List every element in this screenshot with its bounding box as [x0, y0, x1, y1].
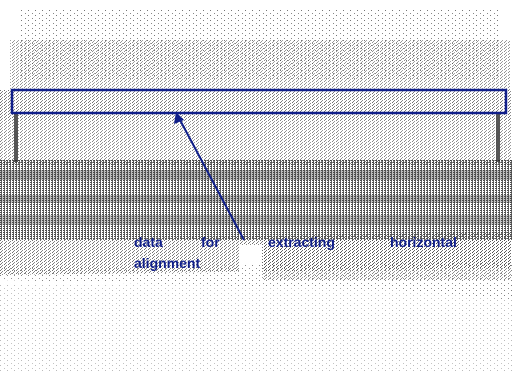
annotation-word: horizontal [390, 234, 457, 250]
annotation-arrow [174, 112, 245, 241]
highlight-rectangle [10, 88, 508, 115]
facade-points [0, 0, 512, 165]
ground-points [0, 285, 512, 372]
annotation-word: extracting [268, 234, 335, 250]
deck-points [0, 160, 512, 300]
annotation-word: data [134, 234, 163, 250]
annotation-word: alignment [134, 255, 201, 271]
annotation-word: for [201, 234, 220, 250]
